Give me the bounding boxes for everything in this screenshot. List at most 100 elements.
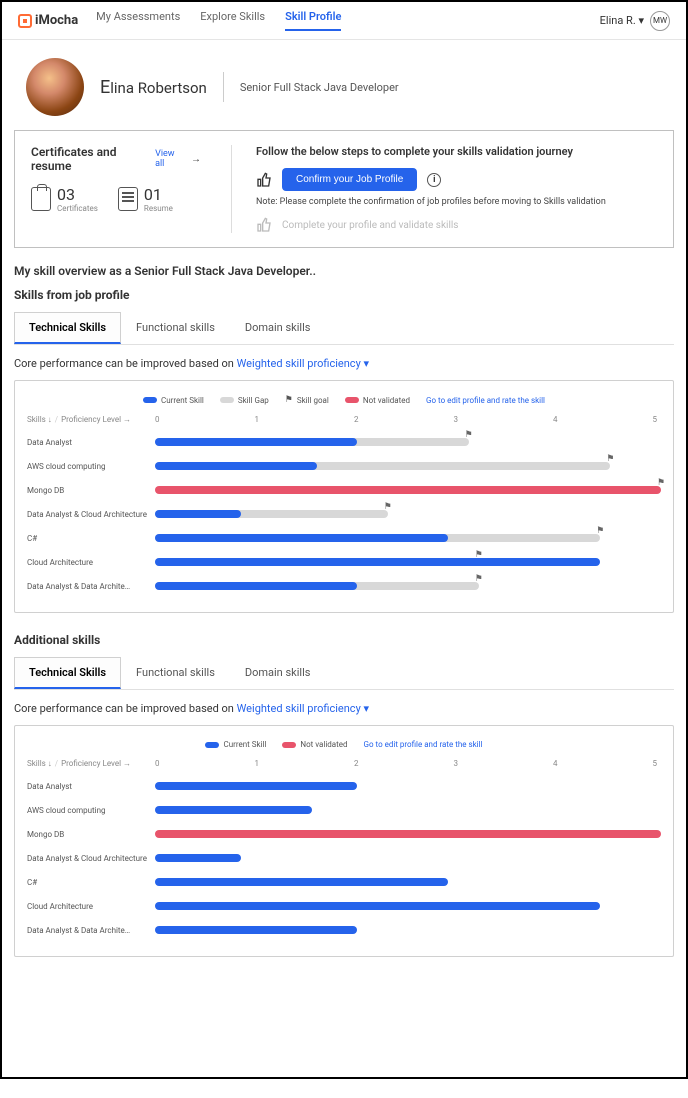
arrow-icon: →: [191, 154, 201, 165]
legend-current: Current Skill: [143, 396, 204, 405]
skill-label: Data Analyst & Cloud Architecture: [27, 510, 155, 519]
skill-label: AWS cloud computing: [27, 462, 155, 471]
flag-icon: ⚑: [475, 574, 483, 584]
skill-label: Data Analyst & Data Archite…: [27, 582, 155, 591]
chart-1-header: Skills ↓/Proficiency Level → 012345: [27, 415, 661, 424]
profile-avatar: [26, 58, 84, 116]
chart-row: Cloud Architecture: [27, 894, 661, 918]
chart-2-legend: Current Skill Not validated Go to edit p…: [27, 740, 661, 749]
profile-title: Senior Full Stack Java Developer: [240, 81, 399, 94]
journey-section: Follow the below steps to complete your …: [231, 145, 657, 233]
bar-track: [155, 806, 661, 814]
bar-current: [155, 878, 448, 886]
chart-row: Mongo DB: [27, 822, 661, 846]
weighted-proficiency-dropdown[interactable]: Weighted skill proficiency ▾: [237, 357, 369, 370]
nav-assessments[interactable]: My Assessments: [96, 10, 180, 31]
chart-row: C#: [27, 870, 661, 894]
bar-current: [155, 902, 600, 910]
view-all-link[interactable]: View all: [155, 149, 183, 169]
header-right: Elina R. ▾ MW: [600, 11, 670, 31]
chart-row: Data Analyst & Cloud Architecture ⚑: [27, 502, 661, 526]
bar-current: [155, 854, 241, 862]
stat-certificates: 03 Certificates: [31, 185, 98, 213]
swatch-icon: [205, 742, 219, 748]
cert-section: Certificates and resume View all → 03 Ce…: [31, 145, 201, 233]
flag-icon: ⚑: [657, 478, 665, 488]
weighted-proficiency-dropdown-2[interactable]: Weighted skill proficiency ▾: [237, 702, 369, 715]
tab-domain-2[interactable]: Domain skills: [230, 657, 326, 689]
thumbs-up-icon: [256, 172, 272, 188]
profile-header: Elina Robertson Senior Full Stack Java D…: [2, 40, 686, 130]
bar-track: ⚑: [155, 462, 661, 470]
axis-tick: 4: [553, 415, 558, 424]
legend-notval: Not validated: [345, 396, 410, 405]
logo[interactable]: iMocha: [18, 13, 78, 28]
confirm-job-profile-button[interactable]: Confirm your Job Profile: [282, 168, 417, 191]
swatch-icon: [143, 397, 157, 403]
chart-1: Current Skill Skill Gap ⚑Skill goal Not …: [14, 380, 674, 613]
bar-track: ⚑: [155, 582, 661, 590]
thumbs-up-icon: [256, 217, 272, 233]
axis-tick: 5: [653, 415, 658, 424]
stat-resume: 01 Resume: [118, 185, 173, 213]
axis-tick: 1: [255, 415, 260, 424]
user-name[interactable]: Elina R. ▾: [600, 14, 644, 27]
bar-track: [155, 878, 661, 886]
axis-tick: 3: [454, 415, 459, 424]
flag-icon: ⚑: [475, 550, 483, 560]
chart-2: Current Skill Not validated Go to edit p…: [14, 725, 674, 957]
skill-label: Mongo DB: [27, 830, 155, 839]
axis-tick: 4: [553, 759, 558, 768]
flag-icon: ⚑: [384, 502, 392, 512]
logo-icon: [18, 14, 32, 28]
edit-profile-link-2[interactable]: Go to edit profile and rate the skill: [364, 740, 483, 749]
chart-row: AWS cloud computing: [27, 798, 661, 822]
tab-functional-2[interactable]: Functional skills: [121, 657, 230, 689]
user-avatar[interactable]: MW: [650, 11, 670, 31]
flag-icon: ⚑: [596, 526, 604, 536]
chart-row: Data Analyst & Data Archite…⚑: [27, 574, 661, 598]
tab-technical-2[interactable]: Technical Skills: [14, 657, 121, 689]
nav-skill-profile[interactable]: Skill Profile: [285, 10, 341, 31]
journey-step-1: Confirm your Job Profile i: [256, 168, 657, 191]
bar-track: ⚑: [155, 534, 661, 542]
flag-icon: ⚑: [465, 430, 473, 440]
profile-name: Elina Robertson: [100, 77, 207, 98]
bar-track: ⚑: [155, 486, 661, 494]
bar-current: [155, 558, 600, 566]
chart-row: Cloud Architecture⚑: [27, 550, 661, 574]
bar-current: [155, 582, 357, 590]
info-icon[interactable]: i: [427, 173, 441, 187]
edit-profile-link[interactable]: Go to edit profile and rate the skill: [426, 396, 545, 405]
tab-domain[interactable]: Domain skills: [230, 312, 326, 344]
tab-functional[interactable]: Functional skills: [121, 312, 230, 344]
chart-row: AWS cloud computing⚑: [27, 454, 661, 478]
top-header: iMocha My Assessments Explore Skills Ski…: [2, 2, 686, 40]
chart-1-legend: Current Skill Skill Gap ⚑Skill goal Not …: [27, 395, 661, 405]
stats: 03 Certificates 01 Resume: [31, 185, 201, 213]
swatch-icon: [345, 397, 359, 403]
nav-explore[interactable]: Explore Skills: [200, 10, 265, 31]
skill-label: Data Analyst & Data Archite…: [27, 926, 155, 935]
bar-track: [155, 782, 661, 790]
skill-label: C#: [27, 534, 155, 543]
bar-current: [155, 782, 357, 790]
journey-title: Follow the below steps to complete your …: [256, 145, 657, 158]
divider: [223, 72, 224, 102]
bar-current: [155, 462, 317, 470]
skill-label: Data Analyst & Cloud Architecture: [27, 854, 155, 863]
bar-track: ⚑: [155, 438, 661, 446]
bar-track: ⚑: [155, 558, 661, 566]
tab-technical[interactable]: Technical Skills: [14, 312, 121, 344]
swatch-icon: [282, 742, 296, 748]
chart-row: C#⚑: [27, 526, 661, 550]
skills-section-title: Skills from job profile: [14, 288, 674, 302]
bar-current: [155, 510, 241, 518]
journey-note: Note: Please complete the confirmation o…: [256, 197, 657, 207]
chart-2-header: Skills ↓/Proficiency Level → 012345: [27, 759, 661, 768]
axis-tick: 0: [155, 415, 160, 424]
axis-tick: 2: [354, 759, 359, 768]
chart-row: Data Analyst: [27, 774, 661, 798]
axis-tick: 2: [354, 415, 359, 424]
legend-current-2: Current Skill: [205, 740, 266, 749]
